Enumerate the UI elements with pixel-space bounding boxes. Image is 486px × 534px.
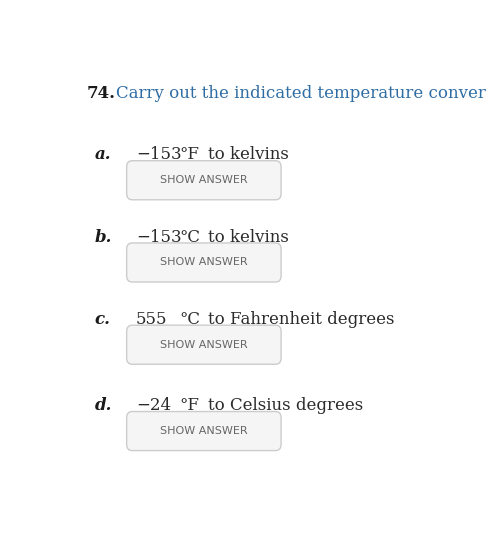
FancyBboxPatch shape bbox=[127, 243, 281, 282]
Text: 74.: 74. bbox=[87, 84, 116, 101]
FancyBboxPatch shape bbox=[127, 161, 281, 200]
Text: b.: b. bbox=[95, 229, 112, 246]
Text: d.: d. bbox=[95, 397, 112, 414]
Text: °C: °C bbox=[179, 311, 200, 328]
Text: to Fahrenheit degrees: to Fahrenheit degrees bbox=[208, 311, 394, 328]
Text: a.: a. bbox=[95, 146, 111, 163]
Text: SHOW ANSWER: SHOW ANSWER bbox=[160, 175, 248, 185]
Text: −24: −24 bbox=[136, 397, 171, 414]
Text: °F: °F bbox=[179, 397, 199, 414]
FancyBboxPatch shape bbox=[127, 412, 281, 451]
Text: SHOW ANSWER: SHOW ANSWER bbox=[160, 257, 248, 268]
Text: SHOW ANSWER: SHOW ANSWER bbox=[160, 426, 248, 436]
Text: to Celsius degrees: to Celsius degrees bbox=[208, 397, 363, 414]
Text: c.: c. bbox=[95, 311, 110, 328]
Text: SHOW ANSWER: SHOW ANSWER bbox=[160, 340, 248, 350]
Text: Carry out the indicated temperature conversions.: Carry out the indicated temperature conv… bbox=[116, 84, 486, 101]
Text: 555: 555 bbox=[136, 311, 168, 328]
Text: °C: °C bbox=[179, 229, 200, 246]
Text: to kelvins: to kelvins bbox=[208, 229, 289, 246]
Text: −153: −153 bbox=[136, 229, 182, 246]
Text: to kelvins: to kelvins bbox=[208, 146, 289, 163]
FancyBboxPatch shape bbox=[127, 325, 281, 364]
Text: −153: −153 bbox=[136, 146, 182, 163]
Text: °F: °F bbox=[179, 146, 199, 163]
